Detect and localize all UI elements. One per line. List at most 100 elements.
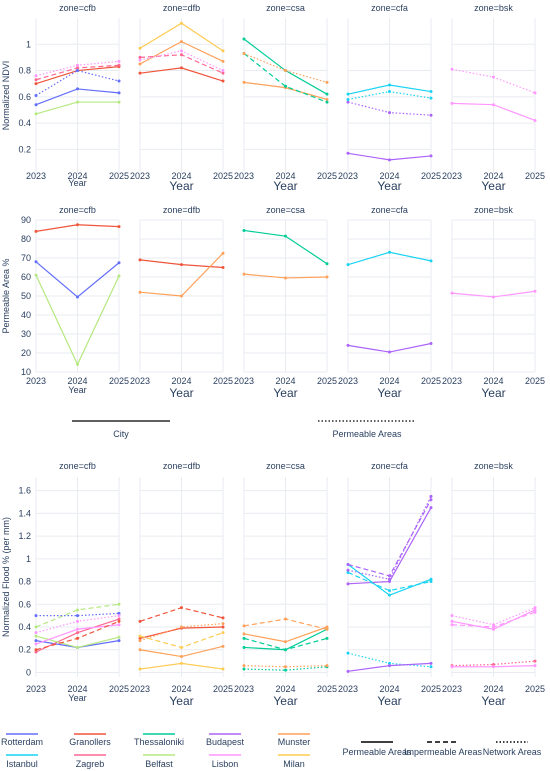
x-tick-label: 2025 bbox=[213, 684, 233, 694]
data-point bbox=[450, 665, 454, 669]
data-point bbox=[34, 631, 38, 635]
data-point bbox=[429, 113, 433, 117]
data-point bbox=[138, 667, 142, 671]
panel-zone-cfa: zone=cfa 2023 2024 2025 Year bbox=[338, 205, 441, 400]
data-point bbox=[221, 616, 225, 620]
y-tick-label: 1 bbox=[26, 554, 31, 564]
data-point bbox=[76, 362, 79, 366]
data-point bbox=[76, 100, 79, 104]
series-line-munster bbox=[243, 52, 328, 83]
legend-label-zagreb: Zagreb bbox=[76, 759, 105, 769]
x-tick-label: 2023 bbox=[338, 684, 358, 694]
data-point bbox=[346, 582, 350, 586]
data-point bbox=[221, 631, 225, 635]
middle-legend: City Permeable Areas bbox=[72, 420, 416, 439]
data-point bbox=[533, 610, 537, 614]
data-point bbox=[325, 100, 329, 104]
data-point bbox=[138, 636, 142, 640]
data-point bbox=[117, 261, 121, 265]
x-tick-label: 2025 bbox=[525, 171, 545, 181]
data-point bbox=[76, 627, 79, 631]
data-point bbox=[138, 71, 142, 75]
panel-zone-csa: zone=csa 2023 2024 2025 Year bbox=[234, 461, 337, 708]
x-tick-label: 2023 bbox=[338, 376, 358, 386]
data-point bbox=[325, 97, 329, 101]
data-point bbox=[242, 667, 246, 671]
data-point bbox=[533, 608, 537, 612]
y-tick-label: 1.4 bbox=[18, 508, 31, 518]
panel-zone-cfa: zone=cfa 2023 2024 2025 Year bbox=[338, 461, 441, 708]
data-point bbox=[117, 614, 121, 618]
x-tick-label: 2024 bbox=[483, 684, 503, 694]
data-point bbox=[242, 636, 246, 640]
data-point bbox=[221, 667, 225, 671]
x-axis-label: Year bbox=[377, 694, 401, 708]
data-point bbox=[284, 665, 287, 669]
x-tick-label: 2023 bbox=[26, 376, 46, 386]
x-axis-label: Year bbox=[481, 386, 505, 400]
legend-label-munster: Munster bbox=[278, 737, 311, 747]
panel-zone-cfb: zone=cfb 0 0.2 0.4 0.6 0.8 1 1.2 1.4 1.6 2023 2024 2… bbox=[18, 461, 129, 703]
x-tick-label: 2023 bbox=[442, 376, 462, 386]
data-point bbox=[34, 650, 38, 654]
data-point bbox=[221, 69, 225, 73]
data-point bbox=[242, 645, 246, 649]
data-point bbox=[492, 663, 495, 666]
data-point bbox=[325, 80, 329, 84]
legend-label-dash: Impermeable Areas bbox=[404, 747, 483, 757]
y-axis-label: Normalized Flood % (per mm) bbox=[1, 517, 11, 637]
panel-zone-csa: zone=csa 2023 2024 2025 Year bbox=[234, 3, 337, 193]
panel-zone-bsk: zone=bsk 2023 2024 2025 Year bbox=[442, 3, 545, 193]
x-tick-label: 2025 bbox=[525, 376, 545, 386]
y-tick-label: 0.6 bbox=[18, 92, 31, 102]
data-point bbox=[34, 625, 38, 629]
x-tick-label: 2025 bbox=[213, 376, 233, 386]
legend-label-lisbon: Lisbon bbox=[212, 759, 239, 769]
data-point bbox=[450, 67, 454, 71]
data-point bbox=[346, 570, 350, 574]
data-point bbox=[34, 648, 38, 652]
data-point bbox=[76, 614, 79, 618]
data-point bbox=[76, 87, 79, 91]
data-point bbox=[284, 234, 287, 238]
data-point bbox=[138, 639, 142, 643]
data-point bbox=[325, 664, 329, 668]
data-point bbox=[450, 291, 454, 295]
data-point bbox=[76, 63, 79, 67]
chart-row-1: Normalized NDVI zone=cfb 0.2 0.4 0.6 0.8 1 2023… bbox=[1, 3, 545, 193]
legend-label-permeable: Permeable Areas bbox=[332, 429, 402, 439]
data-point bbox=[346, 669, 350, 673]
panel-zone-bsk: zone=bsk 2023 2024 2025 Year bbox=[442, 205, 545, 400]
y-tick-label: 30 bbox=[21, 329, 31, 339]
data-point bbox=[429, 259, 433, 263]
data-point bbox=[533, 118, 537, 122]
data-point bbox=[492, 75, 495, 79]
data-point bbox=[117, 639, 121, 643]
legend-label-solid: Permeable Areas bbox=[342, 747, 412, 757]
data-point bbox=[346, 651, 350, 655]
panel-title: zone=dfb bbox=[163, 461, 200, 471]
data-point bbox=[138, 258, 142, 262]
y-tick-label: 0.6 bbox=[18, 599, 31, 609]
data-point bbox=[180, 645, 183, 649]
data-point bbox=[429, 96, 433, 100]
legend-label-budapest: Budapest bbox=[206, 737, 245, 747]
data-point bbox=[388, 250, 391, 254]
x-tick-label: 2024 bbox=[483, 171, 503, 181]
data-point bbox=[117, 100, 121, 104]
y-tick-label: 0.4 bbox=[18, 622, 31, 632]
panel-title: zone=bsk bbox=[474, 461, 513, 471]
data-point bbox=[117, 602, 121, 606]
y-tick-label: 1.2 bbox=[18, 531, 31, 541]
x-tick-label: 2023 bbox=[234, 171, 254, 181]
data-point bbox=[492, 665, 495, 669]
data-point bbox=[325, 625, 329, 629]
data-point bbox=[284, 617, 287, 621]
data-point bbox=[117, 617, 121, 621]
data-point bbox=[117, 91, 121, 95]
data-point bbox=[221, 625, 225, 629]
y-tick-label: 1 bbox=[26, 39, 31, 49]
data-point bbox=[346, 343, 350, 347]
